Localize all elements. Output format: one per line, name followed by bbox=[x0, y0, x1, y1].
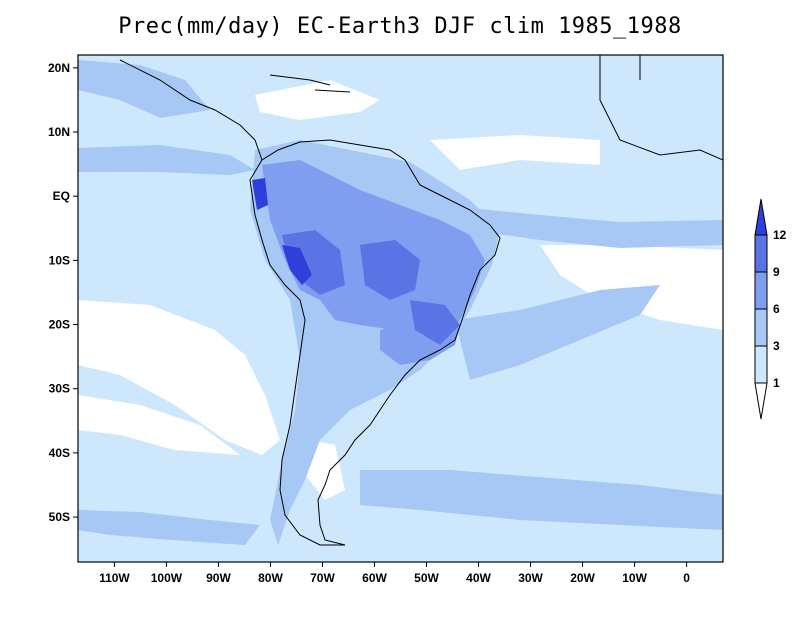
dry-zone-pacific-south bbox=[78, 395, 240, 455]
y-tick-label: 40S bbox=[49, 446, 70, 460]
colorbar-extend-bottom bbox=[754, 382, 768, 420]
band-itcz-pacific bbox=[78, 145, 255, 175]
x-tick-label: 30W bbox=[518, 571, 543, 585]
map-title: Prec(mm/day) EC-Earth3 DJF clim 1985_198… bbox=[118, 14, 682, 39]
x-tick-label: 70W bbox=[310, 571, 335, 585]
x-tick-label: 20W bbox=[570, 571, 595, 585]
colorbar-label: 1 bbox=[773, 376, 780, 390]
y-tick-label: 50S bbox=[49, 510, 70, 524]
dry-zone-nw-atlantic bbox=[430, 135, 600, 170]
band-south-pacific bbox=[78, 510, 260, 545]
x-tick-label: 60W bbox=[362, 571, 387, 585]
colorbar-label: 9 bbox=[773, 265, 780, 279]
x-tick-label: 50W bbox=[414, 571, 439, 585]
extreme-colombia bbox=[252, 178, 268, 210]
colorbar-band bbox=[754, 271, 768, 310]
colorbar-band bbox=[754, 234, 768, 273]
heavy-se-brazil bbox=[410, 300, 460, 345]
heavy-western-amazon bbox=[282, 230, 345, 295]
coast-africa bbox=[599, 55, 723, 161]
x-tick-label: 40W bbox=[466, 571, 491, 585]
x-tick-label: 10W bbox=[622, 571, 647, 585]
x-tick-label: 110W bbox=[99, 571, 130, 585]
x-axis: 110W 100W 90W 80W 70W 60W 50W 40W 30W 20W 10W 0 bbox=[99, 562, 690, 585]
extreme-andes bbox=[282, 245, 312, 285]
colorbar-label: 6 bbox=[773, 302, 780, 316]
colorbar-band bbox=[754, 345, 768, 384]
dry-zone-caribbean bbox=[255, 80, 380, 120]
coastlines bbox=[119, 55, 723, 546]
y-tick-label: 10N bbox=[48, 125, 70, 139]
y-tick-label: 10S bbox=[49, 253, 70, 267]
band-sacz-ocean bbox=[455, 285, 660, 380]
x-tick-label: 80W bbox=[258, 571, 283, 585]
y-tick-label: 20S bbox=[49, 318, 70, 332]
dry-zone-patagonia bbox=[305, 440, 345, 500]
y-axis: 20N 10N EQ 10S 20S 30S 40S 50S bbox=[48, 61, 78, 524]
colorbar-label: 3 bbox=[773, 339, 780, 353]
band-south-atlantic-storm bbox=[360, 470, 723, 530]
colorbar-extend-top bbox=[754, 198, 768, 236]
x-tick-label: 0 bbox=[683, 571, 690, 585]
colorbar-band bbox=[754, 308, 768, 347]
coast-central-america bbox=[119, 59, 263, 161]
y-tick-label: EQ bbox=[53, 189, 70, 203]
heavy-central bbox=[360, 240, 420, 300]
precip-field bbox=[78, 55, 723, 562]
dry-zone-se-pacific bbox=[78, 300, 280, 455]
x-tick-label: 100W bbox=[151, 571, 183, 585]
band-itcz-atlantic bbox=[440, 205, 723, 248]
coast-south-america bbox=[249, 139, 501, 546]
colorbar-label: 12 bbox=[773, 228, 787, 242]
coast-caribbean-islands bbox=[269, 74, 351, 93]
colorbar: 1 3 6 9 12 bbox=[754, 198, 787, 420]
band-pacific-east bbox=[78, 60, 210, 118]
y-tick-label: 30S bbox=[49, 382, 70, 396]
y-tick-label: 20N bbox=[48, 61, 70, 75]
plot-frame bbox=[77, 54, 724, 563]
x-tick-label: 90W bbox=[206, 571, 231, 585]
